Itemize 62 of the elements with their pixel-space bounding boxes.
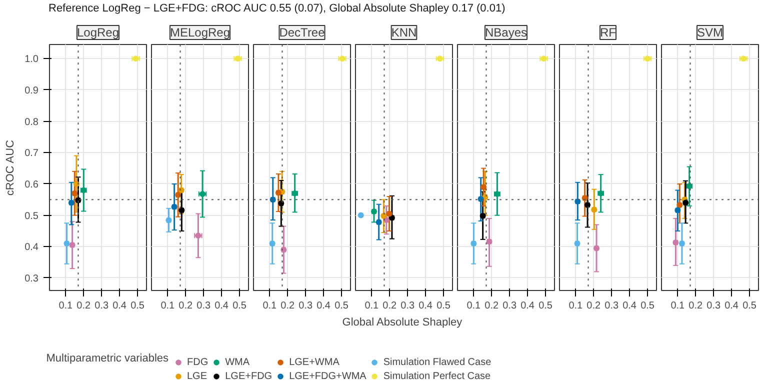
chart-title: RF <box>600 26 616 40</box>
legend-label: LGE+FDG <box>225 370 272 382</box>
x-tick-label: 0.5 <box>334 300 349 312</box>
y-tick-label: 0.7 <box>24 148 39 160</box>
y-axis-title: cROC AUC <box>4 140 17 196</box>
x-tick-label: 0.1 <box>466 300 482 312</box>
x-tick-label: 0.2 <box>586 300 602 312</box>
x-tick-label: 0.3 <box>196 300 211 312</box>
x-tick-label: 0.1 <box>670 300 686 312</box>
x-tick-label: 0.2 <box>178 300 194 312</box>
legend-label: Simulation Flawed Case <box>383 356 492 368</box>
chart-title: DecTree <box>279 26 326 40</box>
x-tick-label: 0.5 <box>640 300 655 312</box>
legend-label: LGE+FDG+WMA <box>289 370 366 382</box>
chart-title: KNN <box>391 26 417 40</box>
y-tick-label: 1.0 <box>24 54 39 66</box>
x-tick-label: 0.1 <box>262 300 278 312</box>
y-tick-label: 0.5 <box>24 210 39 222</box>
y-tick-label: 0.3 <box>24 273 39 284</box>
chart-title: LogReg <box>76 26 120 40</box>
x-tick-label: 0.3 <box>298 300 313 312</box>
x-tick-label: 0.3 <box>400 300 415 312</box>
x-tick-label: 0.2 <box>382 300 398 312</box>
x-tick-label: 0.5 <box>436 300 451 312</box>
x-tick-label: 0.4 <box>520 300 535 312</box>
x-tick-label: 0.3 <box>706 300 721 312</box>
legend-label: FDG <box>187 356 208 368</box>
x-tick-label: 0.2 <box>688 300 704 312</box>
x-tick-label: 0.1 <box>160 300 176 312</box>
x-tick-label: 0.4 <box>316 300 331 312</box>
x-tick-label: 0.2 <box>484 300 500 312</box>
text: Reference LogReg − LGE+FDG: cROC AUC 0.55 (0.07), Global Absolute Shapley 0.17 (0.01) <box>48 2 506 14</box>
x-tick-label: 0.2 <box>280 300 296 312</box>
x-tick-label: 0.4 <box>724 300 739 312</box>
legend-label: LGE+WMA <box>289 356 340 368</box>
legend-label: WMA <box>225 356 250 368</box>
y-tick-label: 0.6 <box>24 179 39 190</box>
x-tick-label: 0.1 <box>58 300 74 312</box>
x-tick-label: 0.2 <box>76 300 92 312</box>
x-axis-title: Global Absolute Shapley <box>342 316 463 328</box>
y-tick-label: 0.9 <box>24 85 39 96</box>
x-tick-label: 0.4 <box>214 300 229 312</box>
x-tick-label: 0.5 <box>232 300 247 312</box>
x-tick-label: 0.5 <box>130 300 145 312</box>
y-tick-label: 0.8 <box>24 116 39 128</box>
x-tick-label: 0.4 <box>418 300 433 312</box>
x-tick-label: 0.3 <box>94 300 109 312</box>
x-tick-label: 0.5 <box>538 300 553 312</box>
x-tick-label: 0.1 <box>364 300 380 312</box>
chart-title: MELogReg <box>170 26 230 40</box>
x-tick-label: 0.3 <box>502 300 517 312</box>
legend-label: LGE <box>187 370 208 382</box>
chart-title: NBayes <box>484 26 528 40</box>
legend-title: Multiparametric variables <box>46 352 169 364</box>
y-tick-label: 0.4 <box>24 242 39 254</box>
x-tick-label: 0.1 <box>568 300 584 312</box>
x-tick-label: 0.4 <box>622 300 637 312</box>
x-tick-label: 0.3 <box>604 300 619 312</box>
x-tick-label: 0.4 <box>112 300 127 312</box>
legend-label: Simulation Perfect Case <box>383 370 491 382</box>
chart-title: SVM <box>697 26 724 40</box>
x-tick-label: 0.5 <box>742 300 757 312</box>
